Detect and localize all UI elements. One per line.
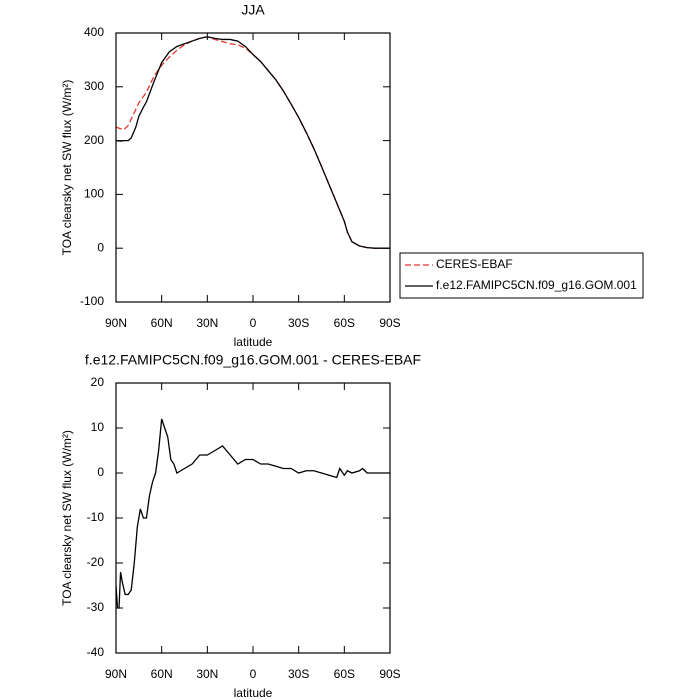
y-tick-label: 0 (97, 465, 104, 479)
x-tick-label: 0 (250, 316, 257, 330)
x-tick-label: 30S (288, 316, 309, 330)
plot-frame (115, 382, 391, 654)
data-line (115, 418, 390, 609)
y-tick-label: 10 (91, 420, 105, 434)
y-tick-label: -10 (87, 510, 105, 524)
x-axis-label: latitude (234, 335, 273, 349)
x-tick-label: 90N (105, 316, 127, 330)
y-axis-label: TOA clearsky net SW flux (W/m²) (60, 430, 74, 606)
data-line (115, 36, 390, 249)
y-tick-label: 400 (84, 25, 104, 39)
data-line (115, 36, 390, 249)
x-tick-label: 60N (151, 667, 173, 681)
x-tick-label: 30S (288, 667, 309, 681)
legend-box (399, 252, 644, 299)
legend-label: f.e12.FAMIPC5CN.f09_g16.GOM.001 (436, 278, 637, 292)
y-tick-label: -100 (80, 294, 104, 308)
y-tick-label: -20 (87, 555, 105, 569)
x-axis-label: latitude (234, 686, 273, 700)
x-tick-label: 0 (250, 667, 257, 681)
y-tick-label: 0 (97, 240, 104, 254)
legend-label: CERES-EBAF (436, 257, 513, 271)
x-tick-label: 30N (196, 667, 218, 681)
chart-title: f.e12.FAMIPC5CN.f09_g16.GOM.001 - CERES-… (85, 352, 421, 368)
x-tick-label: 60N (151, 316, 173, 330)
x-tick-label: 60S (334, 667, 355, 681)
y-tick-label: 200 (84, 133, 104, 147)
y-tick-label: 100 (84, 187, 104, 201)
y-axis-label: TOA clearsky net SW flux (W/m²) (60, 80, 74, 256)
x-tick-label: 30N (196, 316, 218, 330)
y-tick-label: 20 (91, 375, 105, 389)
y-tick-label: 300 (84, 79, 104, 93)
x-tick-label: 60S (334, 316, 355, 330)
y-tick-label: -30 (87, 600, 105, 614)
plot-frame (115, 32, 391, 303)
x-tick-label: 90S (379, 667, 400, 681)
chart-title: JJA (241, 2, 265, 18)
x-tick-label: 90N (105, 667, 127, 681)
x-tick-label: 90S (379, 316, 400, 330)
y-tick-label: -40 (87, 645, 105, 659)
